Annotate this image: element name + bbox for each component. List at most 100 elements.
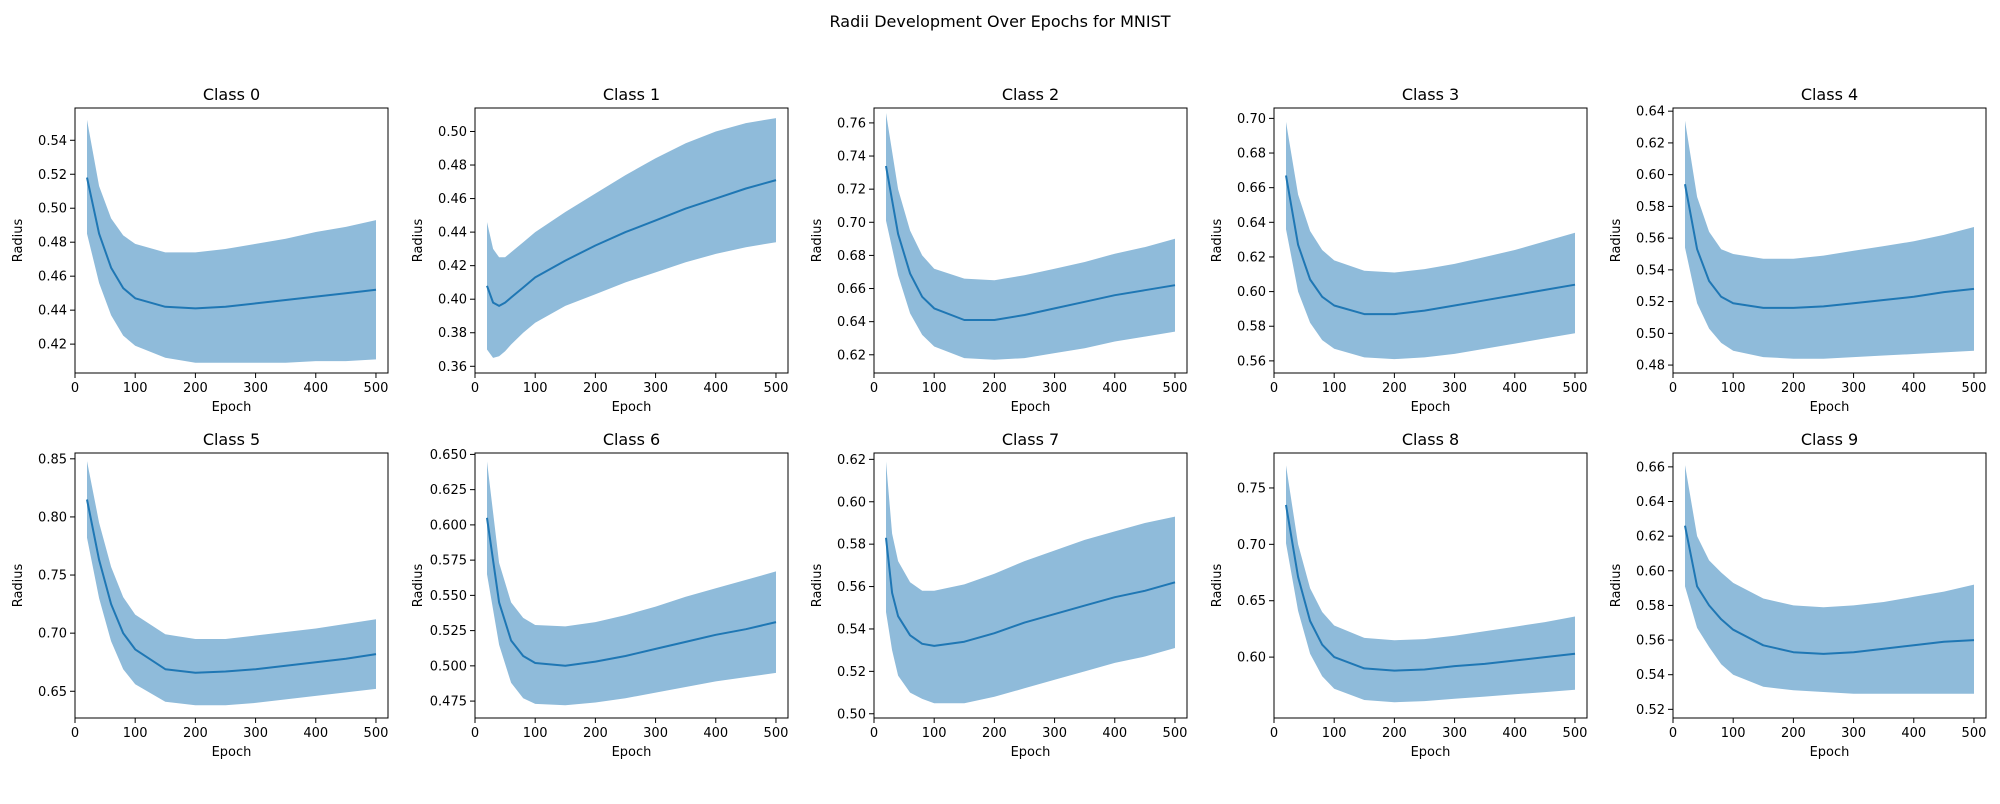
y-tick-label: 0.70 bbox=[1237, 538, 1266, 553]
y-tick-label: 0.85 bbox=[38, 452, 67, 467]
x-tick-label: 300 bbox=[1042, 381, 1067, 396]
subplot-class-9: 0 100 200 300 400 500 0.52 0.54 0.56 0.58 0.60 0.62… bbox=[1609, 430, 1987, 760]
x-tick-label: 500 bbox=[1563, 726, 1588, 741]
y-tick-label: 0.60 bbox=[837, 495, 866, 510]
x-tick-label: 300 bbox=[643, 726, 668, 741]
y-tick-label: 0.58 bbox=[1636, 200, 1665, 215]
radius-std-band bbox=[886, 113, 1175, 360]
x-tick-label: 200 bbox=[583, 726, 608, 741]
y-tick-label: 0.525 bbox=[430, 624, 467, 639]
radius-mean-line bbox=[86, 499, 377, 674]
y-tick-label: 0.60 bbox=[1237, 285, 1266, 300]
x-tick-label: 500 bbox=[764, 381, 789, 396]
axes-frame bbox=[1273, 107, 1588, 374]
y-tick-label: 0.52 bbox=[1636, 295, 1665, 310]
y-axis-label: Radius bbox=[1609, 563, 1624, 607]
x-tick-label: 400 bbox=[1102, 726, 1127, 741]
x-tick-label: 300 bbox=[243, 381, 268, 396]
x-axis-label: Epoch bbox=[1810, 745, 1850, 760]
y-tick-label: 0.80 bbox=[38, 510, 67, 525]
y-tick-label: 0.54 bbox=[837, 622, 866, 637]
y-axis-label: Radius bbox=[11, 563, 26, 607]
x-tick-label: 400 bbox=[1901, 381, 1926, 396]
x-tick-label: 100 bbox=[523, 726, 548, 741]
y-tick-label: 0.48 bbox=[438, 159, 467, 174]
x-tick-label: 500 bbox=[1563, 381, 1588, 396]
x-tick-label: 0 bbox=[1669, 726, 1677, 741]
y-tick-label: 0.58 bbox=[1636, 599, 1665, 614]
y-tick-label: 0.70 bbox=[1237, 112, 1266, 127]
subplot-class-5: 0 100 200 300 400 500 0.65 0.70 0.75 0.80 0.85 Clas… bbox=[11, 430, 389, 760]
x-tick-label: 300 bbox=[1442, 726, 1467, 741]
y-tick-label: 0.44 bbox=[38, 304, 67, 319]
axes-frame bbox=[873, 107, 1188, 374]
figure-title: Radii Development Over Epochs for MNIST bbox=[829, 12, 1171, 31]
radius-std-band bbox=[1685, 465, 1974, 694]
radius-mean-line bbox=[86, 177, 377, 310]
axes-frame bbox=[873, 452, 1188, 719]
radius-mean-line bbox=[486, 179, 777, 307]
y-tick-label: 0.56 bbox=[837, 580, 866, 595]
x-tick-label: 300 bbox=[1841, 381, 1866, 396]
radius-mean-line bbox=[1684, 525, 1975, 655]
x-tick-label: 100 bbox=[922, 381, 947, 396]
y-tick-label: 0.475 bbox=[430, 695, 467, 710]
y-tick-label: 0.52 bbox=[1636, 703, 1665, 718]
y-tick-label: 0.56 bbox=[1237, 354, 1266, 369]
y-tick-label: 0.75 bbox=[38, 569, 67, 584]
y-tick-label: 0.66 bbox=[1237, 181, 1266, 196]
subplot-title: Class 8 bbox=[1402, 430, 1459, 449]
y-tick-label: 0.600 bbox=[430, 518, 467, 533]
x-tick-label: 200 bbox=[183, 381, 208, 396]
x-tick-label: 200 bbox=[1382, 381, 1407, 396]
y-tick-label: 0.62 bbox=[1636, 530, 1665, 545]
x-tick-label: 200 bbox=[1781, 726, 1806, 741]
x-tick-label: 400 bbox=[1502, 381, 1527, 396]
x-tick-label: 300 bbox=[1442, 381, 1467, 396]
x-tick-label: 400 bbox=[303, 381, 328, 396]
x-axis-label: Epoch bbox=[612, 400, 652, 415]
subplot-title: Class 6 bbox=[603, 430, 660, 449]
axes-frame bbox=[74, 107, 389, 374]
y-tick-label: 0.42 bbox=[38, 338, 67, 353]
y-tick-label: 0.60 bbox=[1636, 168, 1665, 183]
x-axis-label: Epoch bbox=[212, 400, 252, 415]
y-tick-label: 0.54 bbox=[1636, 263, 1665, 278]
y-tick-label: 0.64 bbox=[1636, 495, 1665, 510]
y-tick-label: 0.76 bbox=[837, 116, 866, 131]
x-tick-label: 100 bbox=[523, 381, 548, 396]
axes-frame bbox=[474, 452, 789, 719]
y-tick-label: 0.66 bbox=[837, 282, 866, 297]
x-tick-label: 0 bbox=[71, 726, 79, 741]
radius-std-band bbox=[87, 461, 376, 706]
x-tick-label: 200 bbox=[1382, 726, 1407, 741]
y-tick-label: 0.60 bbox=[1636, 564, 1665, 579]
x-tick-label: 100 bbox=[1721, 726, 1746, 741]
y-tick-label: 0.56 bbox=[1636, 634, 1665, 649]
axes-frame bbox=[74, 452, 389, 719]
subplot-title: Class 7 bbox=[1002, 430, 1059, 449]
y-tick-label: 0.62 bbox=[837, 348, 866, 363]
subplot-class-2: 0 100 200 300 400 500 0.62 0.64 0.66 0.68 0.70 0.72… bbox=[810, 85, 1188, 415]
x-tick-label: 100 bbox=[123, 381, 148, 396]
axes-frame bbox=[1672, 452, 1987, 719]
x-tick-label: 300 bbox=[1042, 726, 1067, 741]
y-tick-label: 0.48 bbox=[38, 236, 67, 251]
subplot-class-8: 0 100 200 300 400 500 0.60 0.65 0.70 0.75 Class 8 E… bbox=[1210, 430, 1588, 760]
y-tick-label: 0.42 bbox=[438, 259, 467, 274]
y-tick-label: 0.38 bbox=[438, 326, 467, 341]
x-tick-label: 100 bbox=[922, 726, 947, 741]
radius-std-band bbox=[487, 461, 776, 706]
radius-mean-line bbox=[885, 537, 1176, 647]
y-tick-label: 0.52 bbox=[38, 168, 67, 183]
y-tick-label: 0.62 bbox=[1237, 250, 1266, 265]
x-tick-label: 200 bbox=[982, 726, 1007, 741]
subplot-title: Class 2 bbox=[1002, 85, 1059, 104]
y-tick-label: 0.62 bbox=[1636, 136, 1665, 151]
y-tick-label: 0.44 bbox=[438, 226, 467, 241]
x-tick-label: 100 bbox=[1322, 381, 1347, 396]
y-axis-label: Radius bbox=[810, 218, 825, 262]
x-tick-label: 200 bbox=[1781, 381, 1806, 396]
